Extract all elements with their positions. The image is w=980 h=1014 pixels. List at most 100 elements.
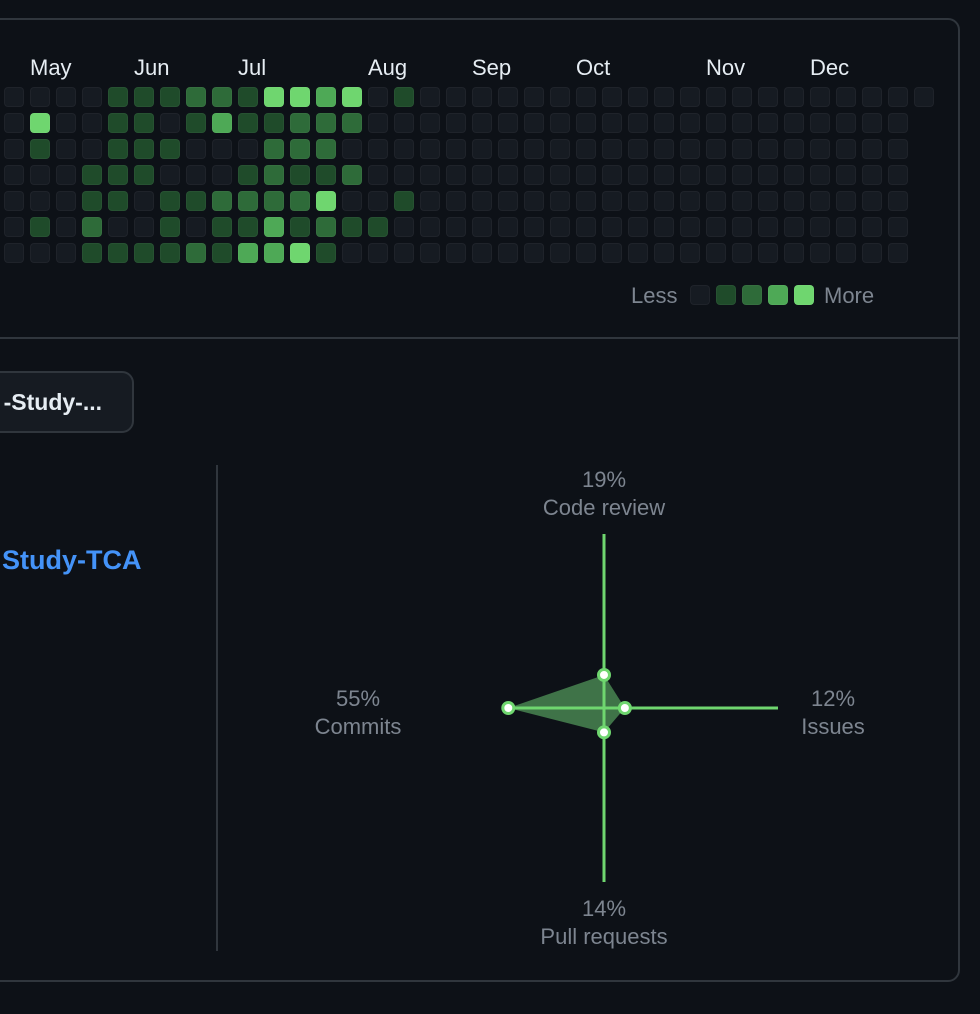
contribution-day[interactable] [784, 217, 804, 237]
contribution-day[interactable] [30, 139, 50, 159]
contribution-day[interactable] [108, 243, 128, 263]
contribution-day[interactable] [368, 139, 388, 159]
contribution-day[interactable] [784, 165, 804, 185]
contribution-day[interactable] [836, 191, 856, 211]
contribution-day[interactable] [888, 139, 908, 159]
contribution-day[interactable] [342, 165, 362, 185]
contribution-day[interactable] [706, 243, 726, 263]
contribution-day[interactable] [30, 113, 50, 133]
contribution-day[interactable] [810, 113, 830, 133]
contribution-day[interactable] [212, 191, 232, 211]
contribution-day[interactable] [394, 87, 414, 107]
contribution-day[interactable] [732, 87, 752, 107]
contribution-day[interactable] [654, 217, 674, 237]
contribution-day[interactable] [888, 191, 908, 211]
contribution-day[interactable] [342, 191, 362, 211]
contribution-day[interactable] [134, 191, 154, 211]
contribution-day[interactable] [30, 165, 50, 185]
contribution-day[interactable] [784, 87, 804, 107]
contribution-day[interactable] [602, 191, 622, 211]
contribution-day[interactable] [602, 87, 622, 107]
contribution-day[interactable] [680, 165, 700, 185]
contribution-day[interactable] [498, 217, 518, 237]
contribution-day[interactable] [238, 139, 258, 159]
contribution-day[interactable] [4, 113, 24, 133]
repo-link[interactable]: Study-TCA [2, 545, 142, 575]
contribution-day[interactable] [108, 217, 128, 237]
contribution-day[interactable] [524, 113, 544, 133]
contribution-day[interactable] [212, 217, 232, 237]
contribution-day[interactable] [160, 191, 180, 211]
contribution-day[interactable] [550, 191, 570, 211]
contribution-day[interactable] [186, 165, 206, 185]
contribution-day[interactable] [264, 165, 284, 185]
contribution-day[interactable] [4, 217, 24, 237]
contribution-day[interactable] [680, 113, 700, 133]
contribution-day[interactable] [82, 165, 102, 185]
contribution-day[interactable] [654, 191, 674, 211]
contribution-day[interactable] [628, 87, 648, 107]
contribution-day[interactable] [706, 87, 726, 107]
contribution-day[interactable] [56, 87, 76, 107]
contribution-day[interactable] [212, 139, 232, 159]
contribution-day[interactable] [602, 243, 622, 263]
contribution-day[interactable] [264, 139, 284, 159]
contribution-day[interactable] [420, 139, 440, 159]
contribution-day[interactable] [368, 87, 388, 107]
contribution-day[interactable] [290, 191, 310, 211]
contribution-day[interactable] [446, 87, 466, 107]
contribution-day[interactable] [784, 191, 804, 211]
contribution-day[interactable] [628, 243, 648, 263]
contribution-day[interactable] [290, 217, 310, 237]
contribution-day[interactable] [290, 87, 310, 107]
contribution-day[interactable] [420, 191, 440, 211]
contribution-day[interactable] [420, 113, 440, 133]
contribution-day[interactable] [472, 113, 492, 133]
contribution-day[interactable] [394, 165, 414, 185]
contribution-day[interactable] [186, 113, 206, 133]
contribution-day[interactable] [342, 139, 362, 159]
contribution-day[interactable] [628, 165, 648, 185]
contribution-day[interactable] [316, 217, 336, 237]
contribution-day[interactable] [4, 139, 24, 159]
contribution-day[interactable] [472, 217, 492, 237]
contribution-day[interactable] [888, 243, 908, 263]
contribution-day[interactable] [628, 139, 648, 159]
contribution-day[interactable] [836, 243, 856, 263]
contribution-day[interactable] [160, 165, 180, 185]
contribution-day[interactable] [446, 191, 466, 211]
contribution-day[interactable] [472, 139, 492, 159]
contribution-day[interactable] [160, 243, 180, 263]
contribution-day[interactable] [732, 191, 752, 211]
contribution-day[interactable] [472, 87, 492, 107]
contribution-day[interactable] [446, 165, 466, 185]
contribution-day[interactable] [108, 113, 128, 133]
contribution-day[interactable] [628, 113, 648, 133]
contribution-day[interactable] [420, 217, 440, 237]
contribution-day[interactable] [576, 165, 596, 185]
contribution-day[interactable] [420, 87, 440, 107]
contribution-day[interactable] [524, 87, 544, 107]
contribution-day[interactable] [108, 139, 128, 159]
contribution-day[interactable] [446, 139, 466, 159]
contribution-day[interactable] [56, 243, 76, 263]
contribution-day[interactable] [498, 113, 518, 133]
contribution-day[interactable] [810, 87, 830, 107]
contribution-day[interactable] [394, 191, 414, 211]
contribution-day[interactable] [30, 191, 50, 211]
contribution-day[interactable] [498, 191, 518, 211]
contribution-day[interactable] [56, 191, 76, 211]
contribution-day[interactable] [134, 165, 154, 185]
contribution-day[interactable] [212, 87, 232, 107]
contribution-day[interactable] [758, 217, 778, 237]
contribution-day[interactable] [732, 217, 752, 237]
contribution-day[interactable] [4, 87, 24, 107]
contribution-day[interactable] [264, 217, 284, 237]
contribution-day[interactable] [316, 165, 336, 185]
contribution-day[interactable] [862, 113, 882, 133]
contribution-day[interactable] [888, 87, 908, 107]
repo-select-button[interactable]: -Study-... [0, 371, 134, 433]
contribution-day[interactable] [784, 243, 804, 263]
contribution-day[interactable] [342, 113, 362, 133]
contribution-day[interactable] [836, 113, 856, 133]
